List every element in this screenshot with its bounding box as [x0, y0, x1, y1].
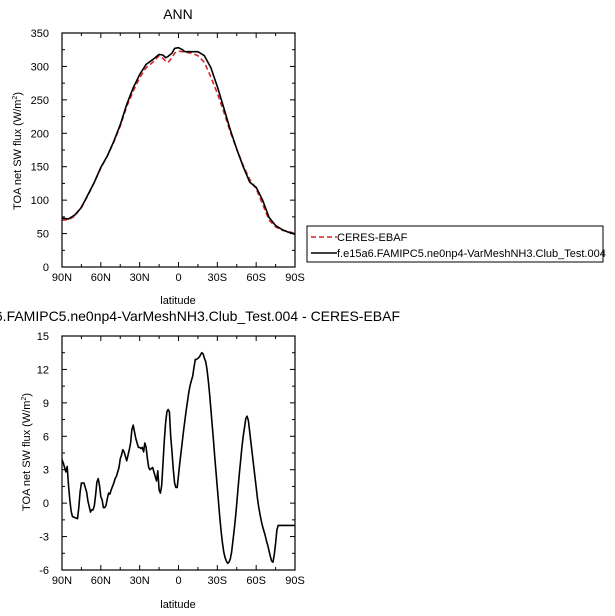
bottom-x-tick-label: 30N: [130, 575, 150, 587]
bottom-y-tick-label: 3: [43, 465, 49, 477]
top-y-tick-label: 50: [37, 229, 49, 241]
top-y-axis-label: TOA net SW flux (W/m2): [12, 92, 24, 210]
bottom-panel: f.e15a6.FAMIPC5.ne0np4-VarMeshNH3.Club_T…: [0, 308, 400, 611]
top-y-tick-label: 150: [31, 162, 49, 174]
legend-label-model: f.e15a6.FAMIPC5.ne0np4-VarMeshNH3.Club_T…: [337, 248, 606, 260]
bottom-series-line-0: [61, 351, 295, 565]
legend: CERES-EBAF f.e15a6.FAMIPC5.ne0np4-VarMes…: [306, 225, 606, 263]
bottom-x-tick-label: 90N: [52, 575, 72, 587]
bottom-x-tick-label: 60N: [91, 575, 111, 587]
top-x-tick-label: 60S: [246, 272, 266, 284]
top-x-tick-label: 90S: [285, 272, 305, 284]
top-chart-title: ANN: [163, 6, 193, 22]
bottom-x-tick-label: 30S: [208, 575, 228, 587]
top-panel: ANN TOA net SW flux (W/m2) latitude 90N 6…: [12, 6, 606, 307]
top-x-tick-label: 0: [175, 272, 181, 284]
bottom-chart-title: f.e15a6.FAMIPC5.ne0np4-VarMeshNH3.Club_T…: [0, 308, 400, 324]
bottom-y-tick-label: 0: [43, 498, 49, 510]
bottom-x-tick-label: 60S: [246, 575, 266, 587]
bottom-y-tick-label: -6: [39, 565, 49, 577]
bottom-y-tick-label: -3: [39, 532, 49, 544]
top-x-tick-label: 30N: [130, 272, 150, 284]
bottom-y-axis-label: TOA net SW flux (W/m2): [21, 393, 33, 511]
top-y-tick-label: 300: [31, 61, 49, 73]
bottom-y-tick-label: 12: [37, 364, 49, 376]
bottom-x-tick-label: 90S: [285, 575, 305, 587]
top-y-tick-label: 0: [43, 262, 49, 274]
top-x-tick-label: 90N: [52, 272, 72, 284]
top-series-line-0: [61, 50, 296, 235]
top-plot-frame: [61, 32, 296, 268]
top-x-tick-label: 30S: [208, 272, 228, 284]
top-x-tick-label: 60N: [91, 272, 111, 284]
legend-box: [306, 225, 604, 263]
bottom-plot-frame: [61, 335, 296, 571]
top-y-tick-label: 250: [31, 95, 49, 107]
bottom-y-tick-label: 9: [43, 398, 49, 410]
top-series-line-1: [61, 46, 296, 235]
bottom-x-tick-label: 0: [175, 575, 181, 587]
bottom-y-tick-label: 6: [43, 431, 49, 443]
bottom-y-tick-label: 15: [37, 331, 49, 343]
bottom-x-axis-label: latitude: [160, 599, 195, 611]
top-y-tick-label: 100: [31, 195, 49, 207]
top-y-tick-label: 350: [31, 28, 49, 40]
legend-label-ceres: CERES-EBAF: [337, 232, 408, 244]
top-x-axis-label: latitude: [160, 295, 195, 307]
top-y-tick-label: 200: [31, 128, 49, 140]
